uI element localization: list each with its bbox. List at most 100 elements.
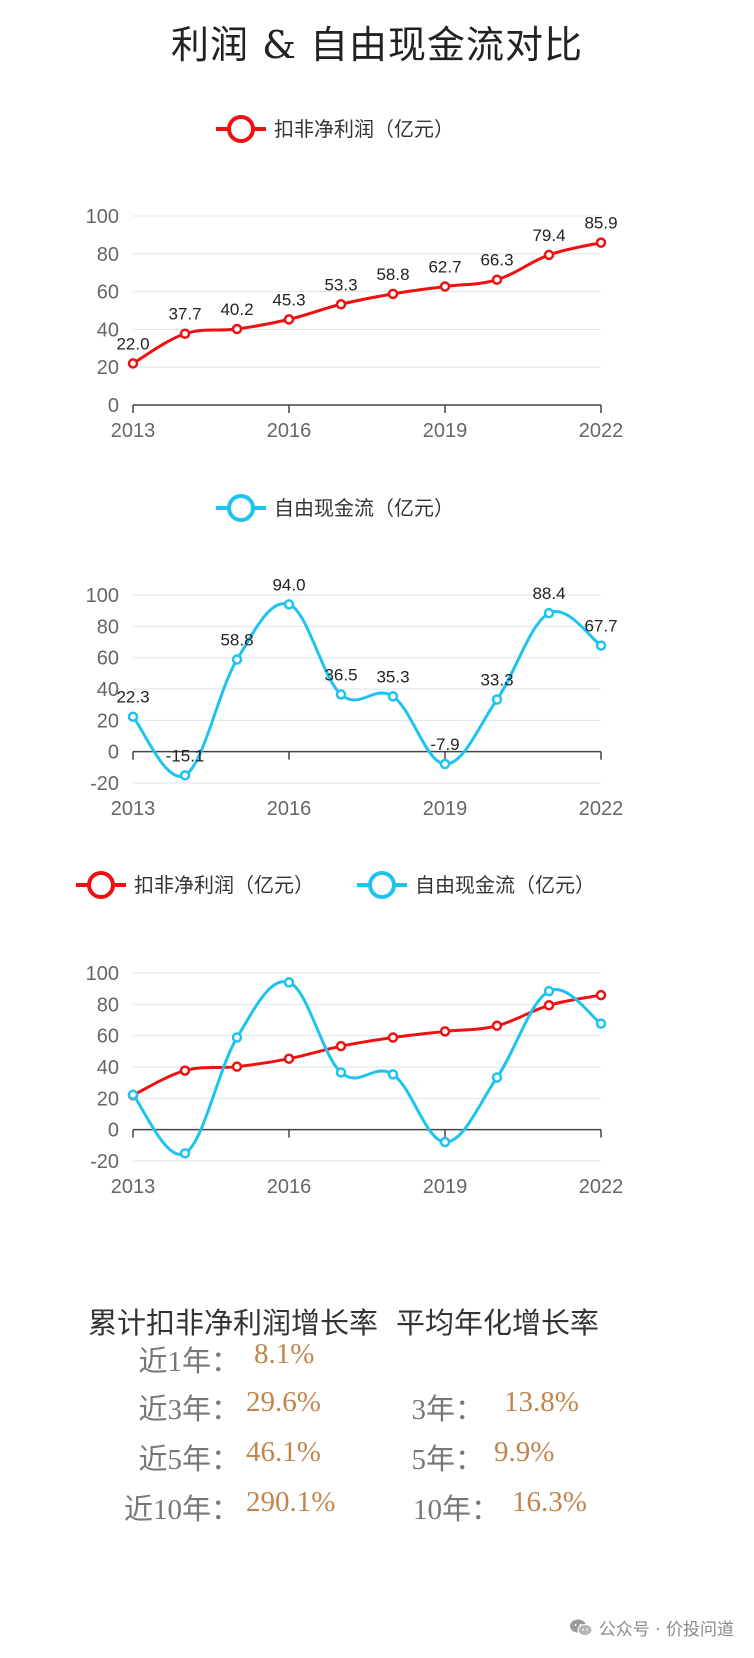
data-point xyxy=(491,694,503,705)
legend-profit-text: 扣非净利润（亿元） xyxy=(134,873,314,897)
data-point xyxy=(179,770,191,781)
data-point xyxy=(231,323,243,335)
data-label: 37.7 xyxy=(168,305,201,324)
data-point xyxy=(335,1040,347,1052)
x-tick-label: 2013 xyxy=(111,420,156,442)
data-label: 67.7 xyxy=(584,617,617,636)
x-tick-label: 2022 xyxy=(579,1176,624,1198)
avg-value: 16.3% xyxy=(512,1486,587,1518)
legend-profit-text: 扣非净利润（亿元） xyxy=(274,117,454,141)
x-tick-label: 2013 xyxy=(111,1176,156,1198)
data-point xyxy=(387,691,399,702)
fcf-chart: 自由现金流（亿元） -20 0 20 40 60 80 100 2013 2016 2019 2022… xyxy=(86,494,624,820)
data-point xyxy=(491,274,503,285)
y-tick-label: 0 xyxy=(108,742,119,764)
y-tick-label: 60 xyxy=(97,282,119,304)
data-point xyxy=(231,1032,243,1043)
series-line xyxy=(132,993,602,1097)
legend-fcf-marker xyxy=(227,494,255,522)
y-tick-label: 60 xyxy=(97,648,119,670)
combined-chart: 扣非净利润（亿元） 自由现金流（亿元） -20 0 20 40 60 80 100 2013 201… xyxy=(76,871,624,1198)
x-tick-label: 2019 xyxy=(423,1176,468,1198)
data-point xyxy=(231,654,243,665)
y-tick-label: 80 xyxy=(97,994,119,1016)
y-tick-label: -20 xyxy=(90,773,119,795)
data-label: 79.4 xyxy=(532,226,565,245)
y-tick-label: 60 xyxy=(97,1026,119,1048)
data-point xyxy=(127,1089,139,1100)
series-line xyxy=(131,980,602,1156)
average-growth-header: 平均年化增长率 xyxy=(396,1306,600,1340)
data-point xyxy=(387,1032,399,1043)
y-tick-label: 80 xyxy=(97,616,119,638)
avg-label: 10年： xyxy=(412,1494,500,1526)
y-tick-label: 0 xyxy=(108,395,119,417)
legend-fcf-text: 自由现金流（亿元） xyxy=(415,873,595,897)
x-tick-label: 2022 xyxy=(579,798,624,820)
data-label: 22.3 xyxy=(116,688,149,707)
data-label: 45.3 xyxy=(272,290,305,309)
y-tick-label: 40 xyxy=(97,679,119,701)
x-tick-label: 2013 xyxy=(111,798,156,820)
page-title: 利润 & 自由现金流对比 xyxy=(171,23,583,67)
watermark: 公众号 · 价投问道 xyxy=(569,1615,734,1640)
data-point xyxy=(335,299,347,310)
wechat-icon xyxy=(569,1619,593,1636)
legend-profit-marker xyxy=(87,871,115,899)
stat-row-1y: 近1年： 8.1% xyxy=(0,1338,754,1378)
cum-value: 29.6% xyxy=(246,1386,321,1418)
data-point xyxy=(543,249,555,261)
stat-row-5y: 近5年： 46.1% 5年： 9.9% xyxy=(0,1436,754,1476)
cum-label: 近3年： xyxy=(138,1394,240,1426)
data-label: 94.0 xyxy=(272,575,305,594)
y-tick-label: 100 xyxy=(86,206,119,228)
cum-label: 近10年： xyxy=(123,1494,240,1526)
data-point xyxy=(387,288,399,300)
legend-fcf-marker xyxy=(368,871,396,899)
x-tick-label: 2016 xyxy=(267,798,312,820)
x-tick-label: 2022 xyxy=(579,420,624,442)
data-label: 22.0 xyxy=(116,334,149,353)
y-tick-label: -20 xyxy=(90,1151,119,1173)
data-point xyxy=(439,1136,451,1148)
data-point xyxy=(543,607,555,619)
cum-label: 近5年： xyxy=(138,1444,240,1476)
legend-fcf-text: 自由现金流（亿元） xyxy=(274,496,454,520)
data-point xyxy=(283,599,295,610)
x-tick-label: 2019 xyxy=(423,798,468,820)
x-tick-label: 2016 xyxy=(267,420,312,442)
data-label: 85.9 xyxy=(584,214,617,233)
cum-value: 290.1% xyxy=(246,1486,336,1518)
data-point xyxy=(543,985,555,997)
data-point xyxy=(335,1067,347,1078)
y-tick-label: 0 xyxy=(108,1120,119,1142)
data-point xyxy=(595,237,607,248)
cum-value: 8.1% xyxy=(254,1338,315,1370)
avg-value: 13.8% xyxy=(504,1386,579,1418)
avg-label: 5年： xyxy=(411,1444,484,1476)
avg-label: 3年： xyxy=(411,1394,484,1426)
data-point xyxy=(179,328,191,339)
data-point xyxy=(283,1053,295,1064)
y-tick-label: 20 xyxy=(97,1088,119,1110)
data-point xyxy=(491,1020,503,1032)
data-point xyxy=(179,1065,191,1076)
data-label: 58.8 xyxy=(376,265,409,284)
data-point xyxy=(127,711,139,722)
data-point xyxy=(543,1000,555,1011)
y-tick-label: 20 xyxy=(97,357,119,379)
data-point xyxy=(595,1018,607,1029)
y-tick-label: 40 xyxy=(97,1057,119,1079)
x-tick-label: 2016 xyxy=(267,1176,312,1198)
cum-value: 46.1% xyxy=(246,1436,321,1468)
data-label: -15.1 xyxy=(166,746,205,765)
y-tick-label: 100 xyxy=(86,585,119,607)
y-tick-label: 80 xyxy=(97,244,119,266)
data-point xyxy=(491,1072,503,1083)
watermark-text: 公众号 · 价投问道 xyxy=(598,1620,734,1640)
x-tick-label: 2019 xyxy=(423,420,468,442)
data-point xyxy=(283,977,295,988)
y-tick-label: 20 xyxy=(97,710,119,732)
data-point xyxy=(231,1061,243,1072)
legend-profit-marker xyxy=(227,115,255,143)
